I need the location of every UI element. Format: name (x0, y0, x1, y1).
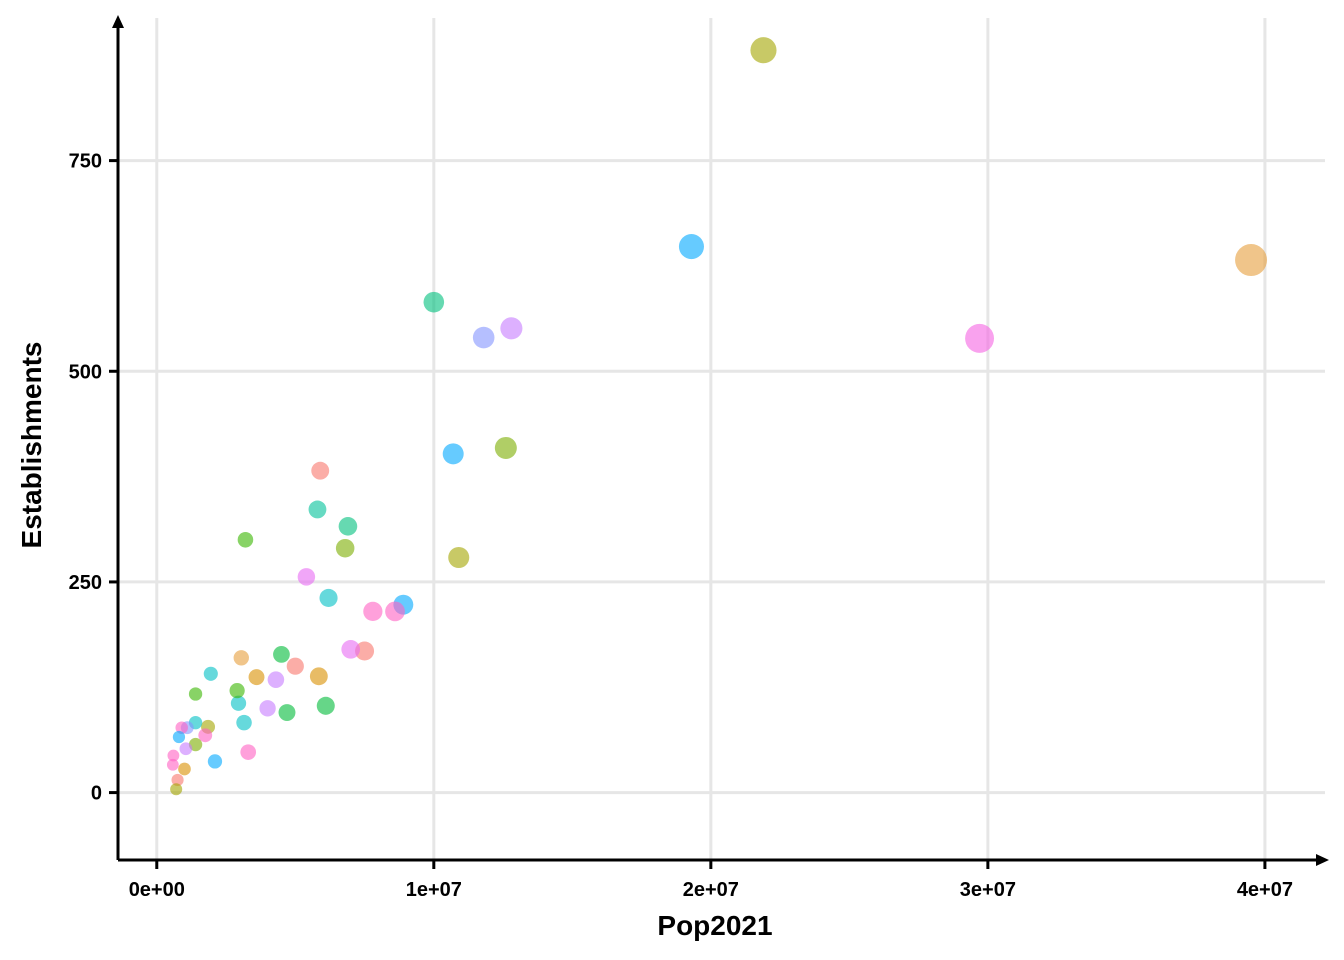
data-point (472, 326, 495, 349)
y-axis-arrow (112, 15, 124, 28)
data-point (278, 704, 296, 722)
y-ticks: 0 250 500 750 (69, 151, 118, 805)
data-point (240, 744, 257, 760)
data-point (297, 568, 316, 586)
x-tick-label: 3e+07 (960, 879, 1016, 901)
data-point (335, 538, 355, 558)
data-point (207, 754, 223, 769)
x-axis-title: Pop2021 (657, 910, 772, 941)
data-point (385, 601, 405, 622)
data-point (494, 436, 517, 459)
x-ticks: 0e+00 1e+07 2e+07 3e+07 4e+07 (129, 860, 1293, 901)
data-point (237, 532, 254, 548)
data-point (338, 517, 358, 536)
x-tick-label: 4e+07 (1237, 879, 1293, 901)
data-point (267, 671, 285, 688)
data-point (309, 667, 328, 686)
data-point (229, 683, 245, 699)
data-point (442, 443, 464, 465)
data-point (172, 730, 186, 744)
data-point (319, 588, 338, 607)
data-point (341, 640, 361, 659)
data-point (259, 700, 276, 717)
data-point (167, 749, 180, 762)
data-point (423, 291, 445, 313)
data-point (170, 783, 183, 796)
x-tick-label: 2e+07 (683, 879, 739, 901)
x-axis-arrow (1316, 854, 1329, 866)
data-point (308, 500, 327, 519)
data-point (248, 669, 265, 686)
y-gridlines (118, 159, 1325, 795)
data-point (188, 737, 203, 752)
x-tick-label: 0e+00 (129, 879, 185, 901)
y-tick-label: 250 (69, 572, 102, 594)
data-point (203, 666, 218, 681)
x-tick-label: 1e+07 (406, 879, 462, 901)
y-tick-label: 500 (69, 361, 102, 383)
data-point (236, 714, 252, 731)
y-tick-label: 750 (69, 151, 102, 173)
data-point (188, 687, 203, 701)
data-point (448, 546, 470, 569)
data-point (678, 234, 704, 260)
data-point (178, 762, 191, 776)
data-point (286, 657, 304, 675)
data-point (1235, 244, 1268, 277)
data-point (171, 773, 184, 787)
x-gridlines (155, 18, 1267, 860)
data-points (166, 37, 1268, 796)
data-point (175, 721, 188, 734)
data-point (363, 601, 383, 622)
data-point (166, 758, 179, 771)
y-axis-title: Establishments (16, 342, 47, 549)
data-point (311, 461, 330, 480)
data-point (750, 37, 777, 64)
axes (112, 15, 1329, 866)
data-point (500, 317, 523, 340)
data-point (965, 323, 995, 353)
data-point (179, 742, 193, 756)
data-point (273, 646, 290, 663)
y-tick-label: 0 (91, 783, 102, 805)
data-point (316, 696, 335, 715)
data-point (355, 641, 375, 661)
data-point (198, 728, 213, 743)
data-point (230, 695, 247, 711)
data-point (233, 650, 249, 666)
